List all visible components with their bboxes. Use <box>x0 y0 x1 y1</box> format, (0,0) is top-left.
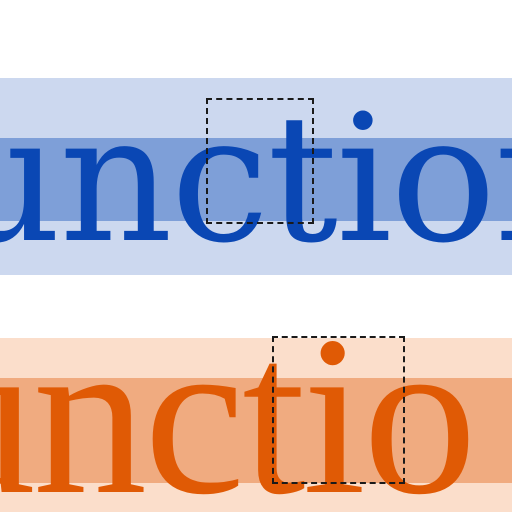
bottom-inner-band <box>0 378 512 483</box>
top-inner-band <box>0 138 512 221</box>
top-ti-highlight-box <box>206 98 314 224</box>
bottom-ti-highlight-box <box>272 336 405 484</box>
